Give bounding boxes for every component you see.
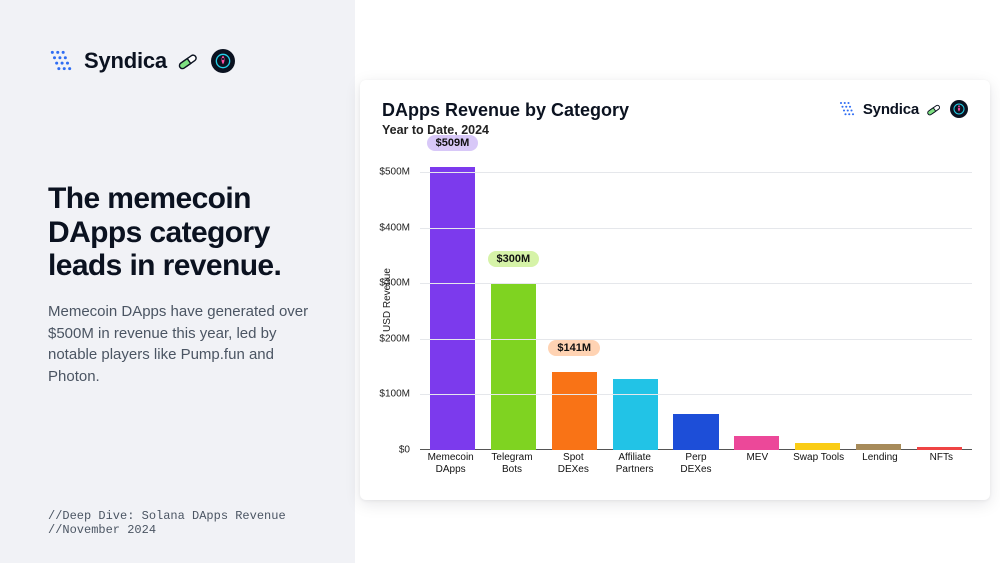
x-tick-label: NFTs (911, 452, 972, 475)
headline: The memecoin DApps category leads in rev… (48, 182, 318, 283)
bar-column (909, 447, 970, 450)
bar-column: $300M (483, 283, 544, 450)
bar-column (787, 443, 848, 450)
brand-name: Syndica (84, 48, 167, 74)
x-tick-label: PerpDEXes (665, 452, 726, 475)
chart-header: DApps Revenue by Category Year to Date, … (382, 100, 968, 137)
chart-titles: DApps Revenue by Category Year to Date, … (382, 100, 629, 137)
bar (552, 372, 597, 450)
x-tick-label: MemecoinDApps (420, 452, 481, 475)
chart-subtitle: Year to Date, 2024 (382, 123, 629, 137)
rocket-icon (950, 100, 968, 118)
bar (795, 443, 840, 450)
bar-column: $141M (544, 372, 605, 450)
y-tick-label: $200M (379, 333, 410, 344)
chart-brand-row: Syndica (838, 100, 968, 118)
rocket-icon (211, 49, 235, 73)
bar (734, 436, 779, 450)
brand-name: Syndica (863, 101, 919, 118)
bar (856, 444, 901, 450)
bar (613, 379, 658, 450)
x-axis-labels: MemecoinDAppsTelegramBotsSpotDEXesAffili… (420, 452, 972, 475)
plot-area: $509M$300M$141M $0$100M$200M$300M$400M$5… (420, 150, 972, 450)
bar-column (666, 414, 727, 450)
x-tick-label: TelegramBots (481, 452, 542, 475)
bar-column (605, 379, 666, 450)
y-tick-label: $300M (379, 278, 410, 289)
bar (491, 283, 536, 450)
bar-column: $509M (422, 167, 483, 450)
pill-icon (926, 101, 943, 118)
bar (673, 414, 718, 450)
y-tick-label: $0 (399, 445, 410, 456)
bar-column (726, 436, 787, 450)
x-tick-label: SpotDEXes (543, 452, 604, 475)
x-tick-label: Swap Tools (788, 452, 849, 475)
x-tick-label: Lending (849, 452, 910, 475)
right-panel: DApps Revenue by Category Year to Date, … (355, 0, 1000, 563)
gridline (420, 394, 972, 395)
x-tick-label: MEV (727, 452, 788, 475)
y-tick-label: $100M (379, 389, 410, 400)
body-copy: Memecoin DApps have generated over $500M… (48, 301, 318, 388)
bar-value-pill: $300M (488, 251, 540, 267)
syndica-logo-icon (48, 48, 74, 74)
brand-row: Syndica (48, 48, 355, 74)
y-axis-label: USD Revenue (382, 150, 393, 450)
chart-title: DApps Revenue by Category (382, 100, 629, 121)
y-tick-label: $400M (379, 222, 410, 233)
chart-card: DApps Revenue by Category Year to Date, … (360, 80, 990, 500)
gridline (420, 228, 972, 229)
footer-caption: //Deep Dive: Solana DApps Revenue //Nove… (48, 509, 355, 537)
bar-value-pill: $509M (427, 135, 479, 151)
bar-value-pill: $141M (548, 340, 600, 356)
bar-column (848, 444, 909, 450)
syndica-logo-icon (838, 100, 856, 118)
gridline (420, 283, 972, 284)
bar-group: $509M$300M$141M (420, 150, 972, 450)
left-panel: Syndica The memecoin DApps category lead… (0, 0, 355, 563)
gridline (420, 172, 972, 173)
y-tick-label: $500M (379, 167, 410, 178)
pill-icon (177, 49, 201, 73)
bar (917, 447, 962, 450)
x-tick-label: AffiliatePartners (604, 452, 665, 475)
bar (430, 167, 475, 450)
gridline (420, 339, 972, 340)
